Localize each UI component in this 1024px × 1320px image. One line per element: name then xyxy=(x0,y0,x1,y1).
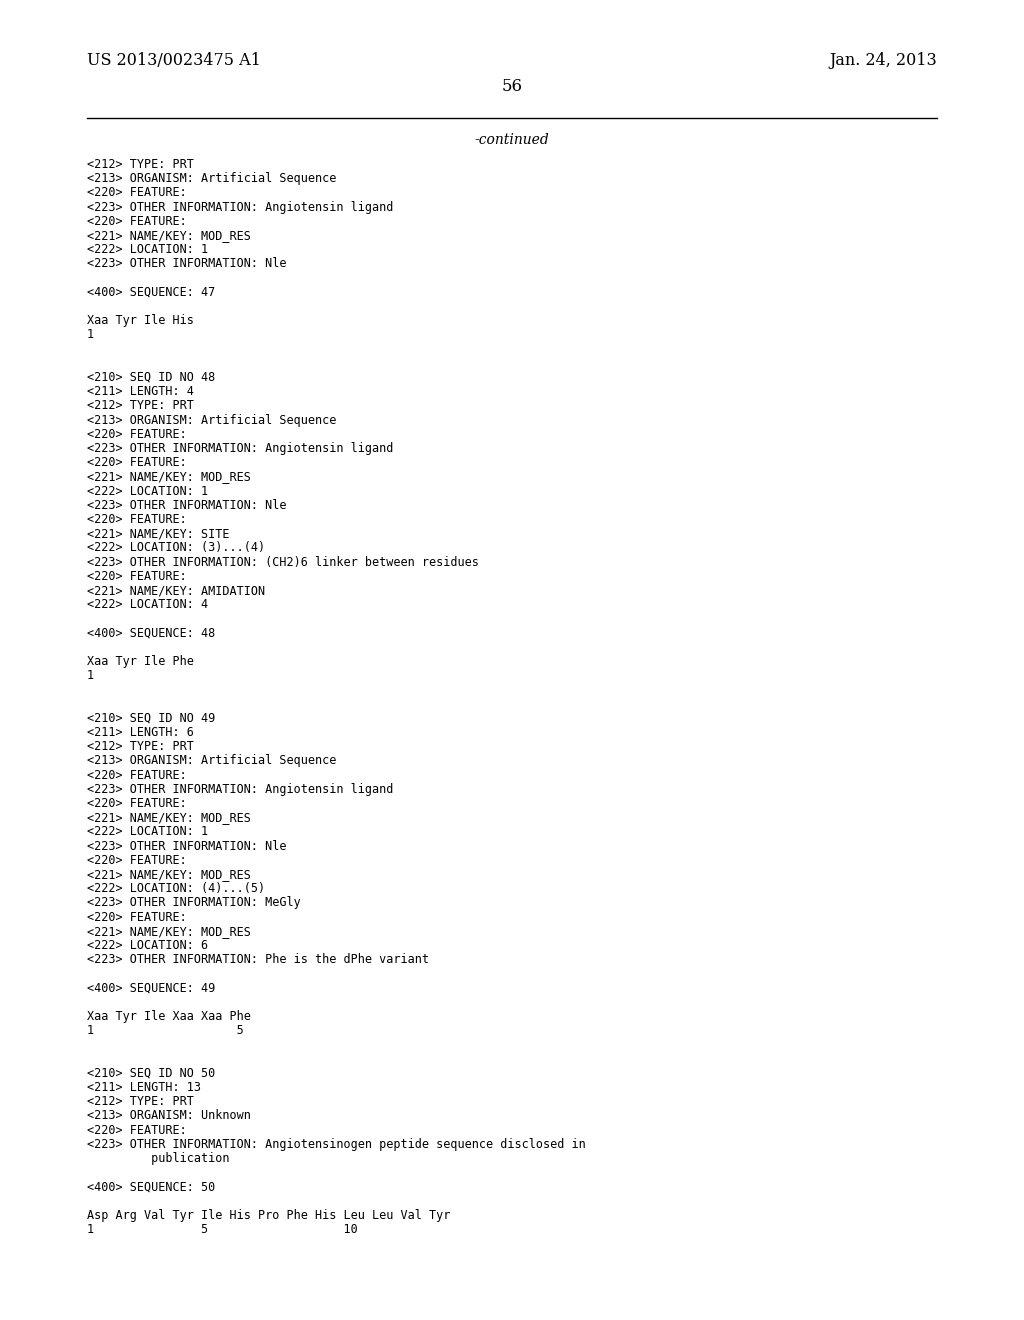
Text: <210> SEQ ID NO 48: <210> SEQ ID NO 48 xyxy=(87,371,215,384)
Text: <223> OTHER INFORMATION: MeGly: <223> OTHER INFORMATION: MeGly xyxy=(87,896,301,909)
Text: <220> FEATURE:: <220> FEATURE: xyxy=(87,215,186,228)
Text: <222> LOCATION: (4)...(5): <222> LOCATION: (4)...(5) xyxy=(87,882,265,895)
Text: <211> LENGTH: 13: <211> LENGTH: 13 xyxy=(87,1081,201,1094)
Text: <220> FEATURE:: <220> FEATURE: xyxy=(87,428,186,441)
Text: <220> FEATURE:: <220> FEATURE: xyxy=(87,854,186,867)
Text: <210> SEQ ID NO 49: <210> SEQ ID NO 49 xyxy=(87,711,215,725)
Text: US 2013/0023475 A1: US 2013/0023475 A1 xyxy=(87,51,261,69)
Text: <220> FEATURE:: <220> FEATURE: xyxy=(87,1123,186,1137)
Text: <223> OTHER INFORMATION: Nle: <223> OTHER INFORMATION: Nle xyxy=(87,257,287,271)
Text: <223> OTHER INFORMATION: Nle: <223> OTHER INFORMATION: Nle xyxy=(87,499,287,512)
Text: Asp Arg Val Tyr Ile His Pro Phe His Leu Leu Val Tyr: Asp Arg Val Tyr Ile His Pro Phe His Leu … xyxy=(87,1209,451,1222)
Text: 1               5                   10: 1 5 10 xyxy=(87,1224,357,1236)
Text: <221> NAME/KEY: MOD_RES: <221> NAME/KEY: MOD_RES xyxy=(87,470,251,483)
Text: <222> LOCATION: 1: <222> LOCATION: 1 xyxy=(87,825,208,838)
Text: Jan. 24, 2013: Jan. 24, 2013 xyxy=(829,51,937,69)
Text: <223> OTHER INFORMATION: Phe is the dPhe variant: <223> OTHER INFORMATION: Phe is the dPhe… xyxy=(87,953,429,966)
Text: <223> OTHER INFORMATION: Angiotensin ligand: <223> OTHER INFORMATION: Angiotensin lig… xyxy=(87,442,393,455)
Text: 56: 56 xyxy=(502,78,522,95)
Text: <220> FEATURE:: <220> FEATURE: xyxy=(87,768,186,781)
Text: <220> FEATURE:: <220> FEATURE: xyxy=(87,513,186,525)
Text: <220> FEATURE:: <220> FEATURE: xyxy=(87,797,186,810)
Text: <400> SEQUENCE: 50: <400> SEQUENCE: 50 xyxy=(87,1180,215,1193)
Text: -continued: -continued xyxy=(475,133,549,147)
Text: <212> TYPE: PRT: <212> TYPE: PRT xyxy=(87,400,194,412)
Text: <400> SEQUENCE: 48: <400> SEQUENCE: 48 xyxy=(87,627,215,640)
Text: <220> FEATURE:: <220> FEATURE: xyxy=(87,186,186,199)
Text: <222> LOCATION: 1: <222> LOCATION: 1 xyxy=(87,484,208,498)
Text: Xaa Tyr Ile Xaa Xaa Phe: Xaa Tyr Ile Xaa Xaa Phe xyxy=(87,1010,251,1023)
Text: <223> OTHER INFORMATION: Angiotensin ligand: <223> OTHER INFORMATION: Angiotensin lig… xyxy=(87,783,393,796)
Text: <222> LOCATION: 1: <222> LOCATION: 1 xyxy=(87,243,208,256)
Text: <222> LOCATION: 4: <222> LOCATION: 4 xyxy=(87,598,208,611)
Text: <211> LENGTH: 6: <211> LENGTH: 6 xyxy=(87,726,194,739)
Text: <212> TYPE: PRT: <212> TYPE: PRT xyxy=(87,1096,194,1109)
Text: <221> NAME/KEY: MOD_RES: <221> NAME/KEY: MOD_RES xyxy=(87,812,251,824)
Text: <221> NAME/KEY: SITE: <221> NAME/KEY: SITE xyxy=(87,527,229,540)
Text: <210> SEQ ID NO 50: <210> SEQ ID NO 50 xyxy=(87,1067,215,1080)
Text: <211> LENGTH: 4: <211> LENGTH: 4 xyxy=(87,385,194,399)
Text: <213> ORGANISM: Artificial Sequence: <213> ORGANISM: Artificial Sequence xyxy=(87,755,337,767)
Text: Xaa Tyr Ile Phe: Xaa Tyr Ile Phe xyxy=(87,655,194,668)
Text: <223> OTHER INFORMATION: (CH2)6 linker between residues: <223> OTHER INFORMATION: (CH2)6 linker b… xyxy=(87,556,479,569)
Text: publication: publication xyxy=(87,1152,229,1166)
Text: Xaa Tyr Ile His: Xaa Tyr Ile His xyxy=(87,314,194,327)
Text: <222> LOCATION: (3)...(4): <222> LOCATION: (3)...(4) xyxy=(87,541,265,554)
Text: <223> OTHER INFORMATION: Angiotensin ligand: <223> OTHER INFORMATION: Angiotensin lig… xyxy=(87,201,393,214)
Text: <400> SEQUENCE: 47: <400> SEQUENCE: 47 xyxy=(87,286,215,298)
Text: <221> NAME/KEY: MOD_RES: <221> NAME/KEY: MOD_RES xyxy=(87,925,251,937)
Text: <221> NAME/KEY: MOD_RES: <221> NAME/KEY: MOD_RES xyxy=(87,228,251,242)
Text: <222> LOCATION: 6: <222> LOCATION: 6 xyxy=(87,939,208,952)
Text: <223> OTHER INFORMATION: Nle: <223> OTHER INFORMATION: Nle xyxy=(87,840,287,853)
Text: <212> TYPE: PRT: <212> TYPE: PRT xyxy=(87,741,194,754)
Text: <221> NAME/KEY: AMIDATION: <221> NAME/KEY: AMIDATION xyxy=(87,583,265,597)
Text: <400> SEQUENCE: 49: <400> SEQUENCE: 49 xyxy=(87,982,215,994)
Text: <220> FEATURE:: <220> FEATURE: xyxy=(87,570,186,583)
Text: <212> TYPE: PRT: <212> TYPE: PRT xyxy=(87,158,194,172)
Text: <223> OTHER INFORMATION: Angiotensinogen peptide sequence disclosed in: <223> OTHER INFORMATION: Angiotensinogen… xyxy=(87,1138,586,1151)
Text: <220> FEATURE:: <220> FEATURE: xyxy=(87,911,186,924)
Text: <213> ORGANISM: Unknown: <213> ORGANISM: Unknown xyxy=(87,1109,251,1122)
Text: 1: 1 xyxy=(87,669,94,682)
Text: <213> ORGANISM: Artificial Sequence: <213> ORGANISM: Artificial Sequence xyxy=(87,172,337,185)
Text: <221> NAME/KEY: MOD_RES: <221> NAME/KEY: MOD_RES xyxy=(87,869,251,880)
Text: <220> FEATURE:: <220> FEATURE: xyxy=(87,457,186,469)
Text: 1                    5: 1 5 xyxy=(87,1024,244,1038)
Text: 1: 1 xyxy=(87,329,94,342)
Text: <213> ORGANISM: Artificial Sequence: <213> ORGANISM: Artificial Sequence xyxy=(87,413,337,426)
